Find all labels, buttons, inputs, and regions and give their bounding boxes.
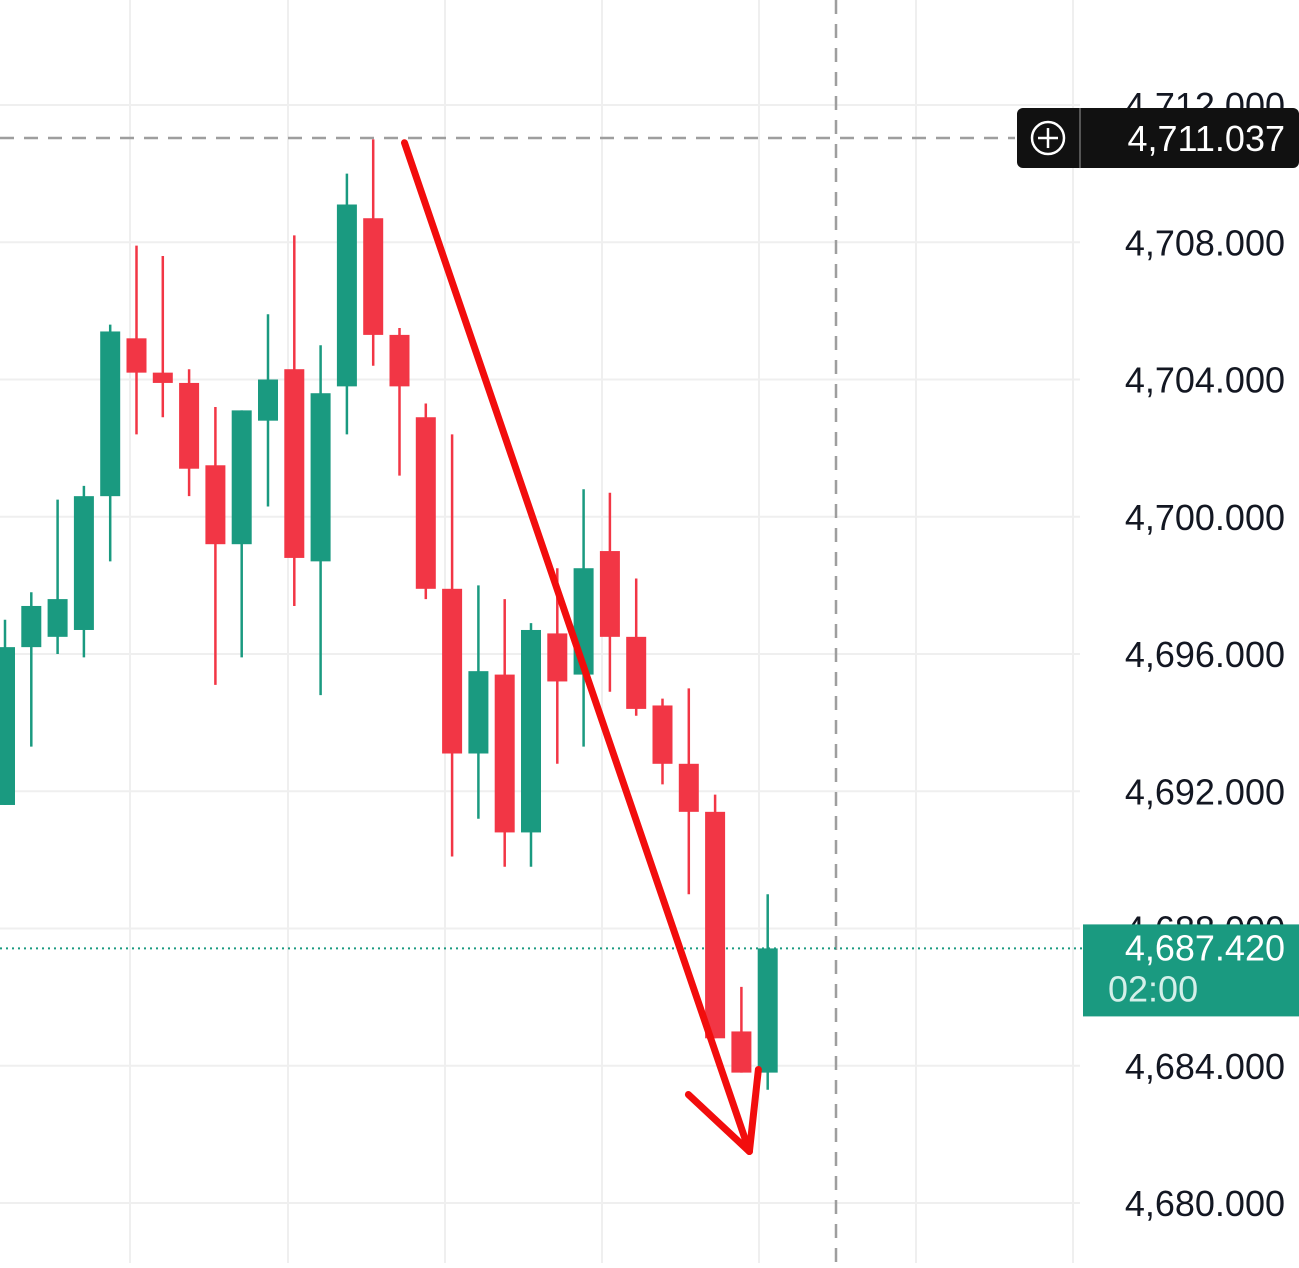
add-alert-button[interactable] bbox=[1030, 120, 1066, 156]
candle bbox=[442, 434, 463, 857]
candle bbox=[21, 592, 42, 747]
candle bbox=[547, 568, 568, 764]
candle-body bbox=[0, 647, 15, 805]
candle-body bbox=[126, 338, 147, 373]
candle bbox=[757, 894, 778, 1090]
candle bbox=[310, 345, 331, 696]
candle-body bbox=[310, 393, 331, 562]
last-price-label-bg bbox=[1083, 924, 1299, 1017]
candle bbox=[179, 369, 200, 497]
candle-body bbox=[468, 671, 489, 754]
candle-body bbox=[21, 605, 42, 648]
candle-body bbox=[100, 331, 121, 497]
y-tick-label: 4,684.000 bbox=[1125, 1046, 1285, 1087]
candle bbox=[415, 403, 436, 600]
plus-circle-icon[interactable] bbox=[1030, 120, 1066, 156]
candle-body bbox=[152, 372, 173, 383]
candle-body bbox=[336, 204, 357, 387]
candle-body bbox=[389, 334, 410, 387]
candle bbox=[284, 235, 305, 606]
last-price-label: 4,687.420 bbox=[1125, 927, 1285, 968]
candle-body bbox=[442, 588, 463, 754]
reference-lines bbox=[0, 0, 1083, 1263]
candle bbox=[100, 324, 121, 562]
candle bbox=[258, 314, 278, 507]
candle-body bbox=[757, 948, 778, 1073]
candle bbox=[47, 499, 68, 654]
crosshair-price-label: 4,711.037 bbox=[1128, 118, 1285, 159]
candle-body bbox=[258, 379, 278, 421]
candle-body bbox=[363, 218, 384, 335]
arrow-shaft bbox=[401, 139, 753, 1156]
candle-body bbox=[521, 629, 541, 833]
candle bbox=[652, 698, 673, 785]
candle-body bbox=[284, 369, 305, 558]
candle-body bbox=[652, 705, 673, 764]
trend-arrow bbox=[401, 139, 762, 1156]
candle bbox=[678, 688, 699, 895]
candle bbox=[494, 599, 515, 867]
candle-body bbox=[547, 633, 568, 682]
bar-countdown-label: 02:00 bbox=[1108, 968, 1198, 1009]
candle-body bbox=[705, 811, 726, 1039]
y-tick-label: 4,708.000 bbox=[1125, 222, 1285, 263]
candle bbox=[573, 489, 594, 747]
candle bbox=[231, 410, 252, 658]
candle-body bbox=[47, 599, 68, 637]
arrow-head bbox=[684, 1066, 762, 1156]
price-labels: 4,711.037 4,687.420 02:00 bbox=[1017, 108, 1299, 1017]
candle-body bbox=[415, 417, 436, 589]
y-tick-label: 4,704.000 bbox=[1125, 360, 1285, 401]
crosshair-price-label-bg bbox=[1017, 108, 1299, 169]
candle bbox=[0, 619, 15, 805]
candle bbox=[73, 485, 94, 658]
candle bbox=[336, 173, 357, 435]
y-tick-label: 4,692.000 bbox=[1125, 771, 1285, 812]
y-tick-label: 4,700.000 bbox=[1125, 497, 1285, 538]
candle bbox=[126, 245, 147, 435]
candle bbox=[626, 578, 647, 716]
candle-body bbox=[73, 496, 94, 630]
candle bbox=[152, 255, 173, 418]
candle-body bbox=[599, 551, 620, 637]
candle-body bbox=[678, 763, 699, 812]
candle-body bbox=[231, 410, 252, 545]
candle bbox=[389, 328, 410, 476]
candle bbox=[731, 986, 752, 1073]
candle bbox=[599, 492, 620, 692]
y-tick-label: 4,696.000 bbox=[1125, 634, 1285, 675]
candle-body bbox=[179, 382, 200, 469]
candle-body bbox=[494, 674, 515, 833]
candle-body bbox=[626, 636, 647, 709]
candle-body bbox=[205, 465, 226, 545]
candle bbox=[363, 139, 384, 366]
candle bbox=[205, 406, 226, 685]
y-tick-label: 4,680.000 bbox=[1125, 1183, 1285, 1224]
y-axis: 4,712.0004,708.0004,704.0004,700.0004,69… bbox=[1125, 85, 1285, 1224]
candle-body bbox=[731, 1031, 752, 1073]
candle bbox=[468, 585, 489, 819]
candle bbox=[705, 794, 726, 1039]
candle bbox=[521, 623, 541, 867]
candles bbox=[0, 139, 778, 1090]
